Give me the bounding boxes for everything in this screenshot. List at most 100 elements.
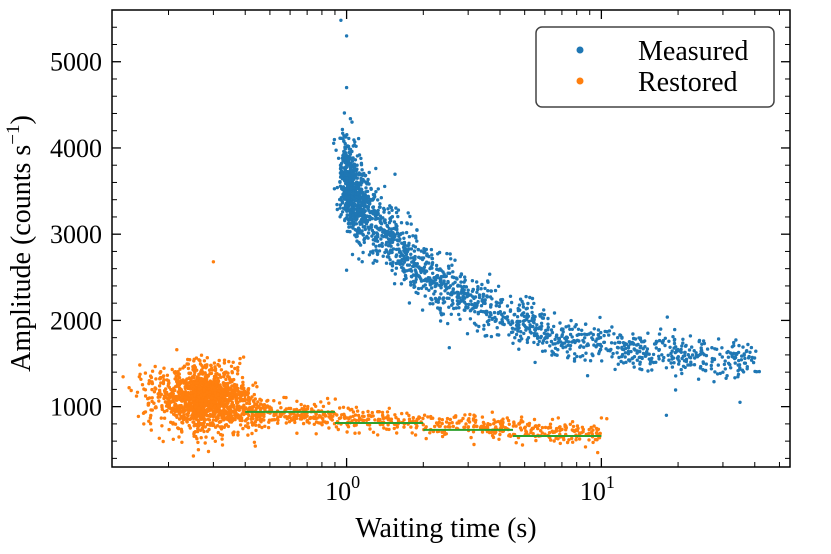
measured-point bbox=[572, 359, 577, 363]
measured-point bbox=[458, 317, 462, 321]
measured-point bbox=[515, 320, 519, 324]
measured-point bbox=[615, 351, 619, 355]
measured-point bbox=[674, 374, 678, 378]
restored-point bbox=[229, 364, 234, 368]
restored-point bbox=[259, 402, 263, 406]
restored-point bbox=[198, 416, 203, 420]
legend-box bbox=[535, 26, 775, 108]
restored-point bbox=[222, 408, 226, 412]
measured-point bbox=[359, 177, 363, 181]
restored-point bbox=[214, 382, 218, 387]
restored-point bbox=[472, 442, 476, 447]
restored-point bbox=[546, 426, 550, 430]
restored-point bbox=[192, 381, 196, 385]
restored-point bbox=[241, 426, 245, 431]
step-lines-layer bbox=[245, 410, 602, 437]
measured-point bbox=[602, 340, 607, 344]
measured-point bbox=[377, 205, 382, 209]
measured-point bbox=[626, 352, 631, 356]
restored-point bbox=[239, 384, 244, 388]
restored-point bbox=[233, 408, 237, 413]
measured-point bbox=[670, 365, 675, 369]
restored-point bbox=[229, 378, 234, 382]
measured-point bbox=[354, 181, 358, 185]
measured-point bbox=[662, 355, 666, 360]
measured-point bbox=[721, 370, 725, 374]
measured-point bbox=[343, 217, 347, 221]
measured-point bbox=[638, 346, 642, 350]
measured-point bbox=[616, 362, 620, 366]
measured-point bbox=[694, 351, 698, 355]
measured-point bbox=[531, 314, 535, 318]
measured-point bbox=[638, 367, 642, 371]
restored-point bbox=[295, 399, 299, 403]
restored-point bbox=[211, 418, 216, 422]
measured-point bbox=[743, 356, 747, 361]
measured-point bbox=[542, 308, 546, 312]
measured-point bbox=[375, 231, 379, 235]
restored-point bbox=[177, 410, 181, 415]
measured-point bbox=[460, 291, 464, 295]
measured-point bbox=[485, 310, 489, 314]
restored-point bbox=[164, 404, 169, 408]
measured-point bbox=[462, 292, 467, 296]
restored-point bbox=[552, 439, 556, 443]
restored-point bbox=[360, 414, 365, 418]
restored-point bbox=[366, 409, 370, 414]
restored-point bbox=[428, 431, 432, 435]
restored-point bbox=[583, 445, 588, 449]
measured-point bbox=[352, 143, 357, 147]
restored-point bbox=[192, 359, 196, 363]
measured-point bbox=[509, 300, 514, 305]
measured-point bbox=[384, 243, 388, 247]
restored-point bbox=[463, 413, 467, 417]
measured-point bbox=[712, 380, 716, 384]
restored-point bbox=[570, 436, 574, 441]
measured-point bbox=[444, 274, 448, 278]
measured-point bbox=[700, 342, 704, 346]
restored-point bbox=[229, 408, 233, 412]
measured-point bbox=[540, 349, 545, 353]
restored-point bbox=[464, 422, 468, 426]
measured-point bbox=[392, 220, 397, 224]
measured-point bbox=[544, 332, 548, 336]
restored-point bbox=[222, 361, 227, 365]
measured-point bbox=[665, 315, 669, 319]
measured-point bbox=[510, 319, 514, 323]
measured-point bbox=[522, 314, 526, 319]
restored-point bbox=[211, 380, 215, 384]
restored-point bbox=[226, 384, 230, 389]
measured-point bbox=[464, 302, 468, 306]
measured-point bbox=[442, 279, 446, 283]
restored-point bbox=[175, 370, 179, 374]
restored-point bbox=[298, 413, 303, 418]
restored-point bbox=[171, 437, 175, 441]
measured-point bbox=[679, 347, 683, 352]
restored-point bbox=[556, 416, 560, 420]
measured-point bbox=[399, 221, 404, 225]
measured-point bbox=[573, 352, 577, 356]
measured-point bbox=[578, 355, 583, 359]
measured-point bbox=[413, 285, 417, 289]
restored-point bbox=[147, 419, 151, 423]
restored-point bbox=[411, 416, 415, 420]
measured-point bbox=[477, 324, 481, 329]
measured-point bbox=[509, 330, 514, 335]
restored-point bbox=[304, 415, 308, 419]
measured-point bbox=[529, 331, 533, 335]
measured-point bbox=[447, 346, 451, 350]
measured-point bbox=[720, 355, 724, 359]
restored-point bbox=[203, 410, 208, 414]
measured-point bbox=[433, 296, 438, 301]
measured-point bbox=[698, 366, 703, 370]
measured-point bbox=[532, 321, 536, 325]
measured-point bbox=[415, 228, 419, 232]
restored-point bbox=[135, 390, 140, 394]
restored-point bbox=[414, 426, 418, 430]
restored-point bbox=[540, 425, 545, 430]
measured-point bbox=[338, 206, 342, 210]
restored-point bbox=[402, 425, 406, 429]
measured-point bbox=[590, 336, 594, 340]
measured-point bbox=[369, 186, 373, 191]
measured-point bbox=[425, 254, 430, 258]
